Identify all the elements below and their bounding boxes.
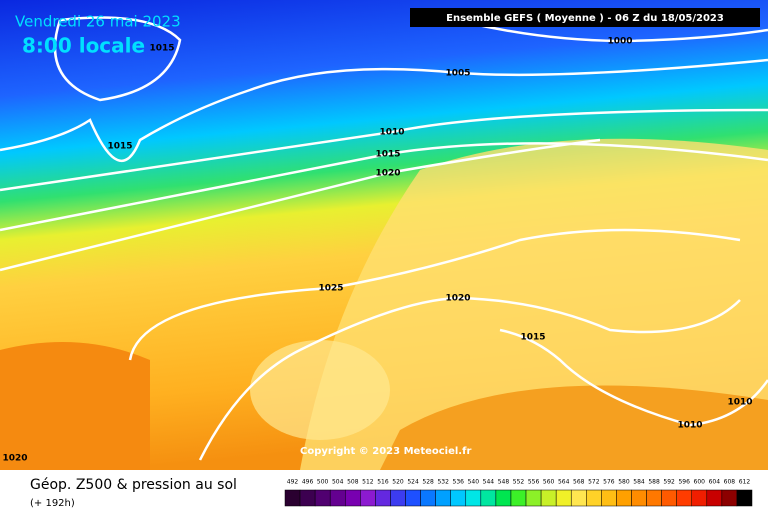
footer-title: Géop. Z500 & pression au sol bbox=[30, 477, 237, 493]
legend-swatch bbox=[721, 489, 738, 507]
legend-tick-label: 564 bbox=[558, 479, 570, 486]
legend-tick-label: 588 bbox=[648, 479, 660, 486]
legend-swatch bbox=[706, 489, 723, 507]
legend-tick-label: 584 bbox=[633, 479, 645, 486]
legend-swatch bbox=[540, 489, 557, 507]
legend-swatch bbox=[405, 489, 421, 507]
copyright: Copyright © 2023 Meteociel.fr bbox=[300, 446, 471, 457]
legend-tick-label: 572 bbox=[588, 479, 600, 486]
isobar-label: 1020 bbox=[445, 294, 470, 304]
footer-subtitle: (+ 192h) bbox=[30, 498, 75, 509]
legend-tick-label: 504 bbox=[332, 479, 344, 486]
legend-tick-label: 544 bbox=[483, 479, 495, 486]
isobar-lines bbox=[0, 8, 768, 461]
isobar-label: 1020 bbox=[2, 454, 27, 464]
isobar-label: 1000 bbox=[607, 37, 632, 47]
run-info-box bbox=[410, 8, 760, 27]
isobar-label: 1010 bbox=[379, 128, 404, 138]
run-info: Ensemble GEFS ( Moyenne ) - 06 Z du 18/0… bbox=[446, 13, 724, 24]
legend-tick-label: 520 bbox=[392, 479, 404, 486]
legend-swatch bbox=[420, 489, 436, 507]
warm-area bbox=[0, 342, 150, 470]
legend-swatch bbox=[375, 489, 391, 507]
legend-swatch bbox=[631, 489, 647, 507]
legend-swatch bbox=[495, 489, 512, 507]
legend-swatch bbox=[676, 489, 692, 507]
legend-swatch bbox=[586, 489, 602, 507]
isobar-label: 1025 bbox=[318, 284, 343, 294]
forecast-date: Vendredi 26 mai 2023 bbox=[15, 13, 181, 31]
legend-tick-label: 604 bbox=[709, 479, 721, 486]
legend-tick-label: 556 bbox=[528, 479, 540, 486]
legend-tick-label: 552 bbox=[513, 479, 525, 486]
legend-tick-label: 536 bbox=[453, 479, 465, 486]
legend-tick-label: 600 bbox=[694, 479, 706, 486]
legend-swatch bbox=[691, 489, 708, 507]
legend-tick-label: 512 bbox=[362, 479, 374, 486]
legend-swatch bbox=[510, 489, 527, 507]
legend-swatch bbox=[360, 489, 376, 507]
legend-swatch bbox=[329, 489, 346, 507]
isobar-label: 1010 bbox=[677, 421, 702, 431]
isobar-label: 1005 bbox=[445, 69, 470, 79]
legend-tick-label: 548 bbox=[498, 479, 510, 486]
legend-swatch bbox=[390, 489, 406, 507]
isobar-label: 1010 bbox=[727, 398, 752, 408]
legend-tick-label: 568 bbox=[573, 479, 585, 486]
legend-swatch bbox=[299, 489, 316, 507]
isobar-label: 1015 bbox=[107, 142, 132, 152]
isobar-label: 1015 bbox=[375, 150, 400, 160]
legend-tick-label: 500 bbox=[317, 479, 329, 486]
legend-swatch bbox=[570, 489, 587, 507]
legend-tick-label: 540 bbox=[468, 479, 480, 486]
legend-swatch bbox=[646, 489, 662, 507]
color-legend: 492 496 500 504 508 512 516 520 524 528 532 536 540 5… bbox=[284, 479, 753, 507]
forecast-time: 8:00 locale bbox=[22, 34, 145, 58]
legend-swatch bbox=[345, 489, 361, 507]
legend-swatch bbox=[480, 489, 497, 507]
isobar-label: 1015 bbox=[520, 333, 545, 343]
legend-swatch bbox=[661, 489, 677, 507]
legend-tick-label: 496 bbox=[302, 479, 314, 486]
legend-tick-label: 492 bbox=[287, 479, 299, 486]
legend-tick-label: 612 bbox=[739, 479, 751, 486]
legend-tick-label: 580 bbox=[618, 479, 630, 486]
legend-swatch bbox=[525, 489, 542, 507]
legend-swatch bbox=[555, 489, 572, 507]
isobar-labels: 1015 1015 1000 1005 1010 1015 1020 1025 1020 1015… bbox=[2, 37, 752, 464]
legend-tick-label: 532 bbox=[437, 479, 449, 486]
legend-swatch bbox=[450, 489, 467, 507]
legend-tick-label: 608 bbox=[724, 479, 736, 486]
high-pressure-area bbox=[250, 340, 390, 440]
legend-tick-label: 508 bbox=[347, 479, 359, 486]
legend-swatch bbox=[736, 489, 753, 507]
legend-swatch bbox=[601, 489, 617, 507]
legend-swatch bbox=[284, 489, 301, 507]
legend-swatch bbox=[314, 489, 331, 507]
legend-tick-label: 516 bbox=[377, 479, 389, 486]
legend-swatch bbox=[435, 489, 451, 507]
legend-tick-label: 524 bbox=[407, 479, 419, 486]
legend-swatch bbox=[465, 489, 482, 507]
isobar-label: 1020 bbox=[375, 169, 400, 179]
isobar-label: 1015 bbox=[149, 44, 174, 54]
legend-tick-label: 576 bbox=[603, 479, 615, 486]
warm-area bbox=[380, 385, 768, 470]
legend-tick-label: 592 bbox=[663, 479, 675, 486]
legend-tick-label: 560 bbox=[543, 479, 555, 486]
legend-swatch bbox=[616, 489, 632, 507]
legend-tick-label: 528 bbox=[422, 479, 434, 486]
legend-tick-label: 596 bbox=[678, 479, 690, 486]
